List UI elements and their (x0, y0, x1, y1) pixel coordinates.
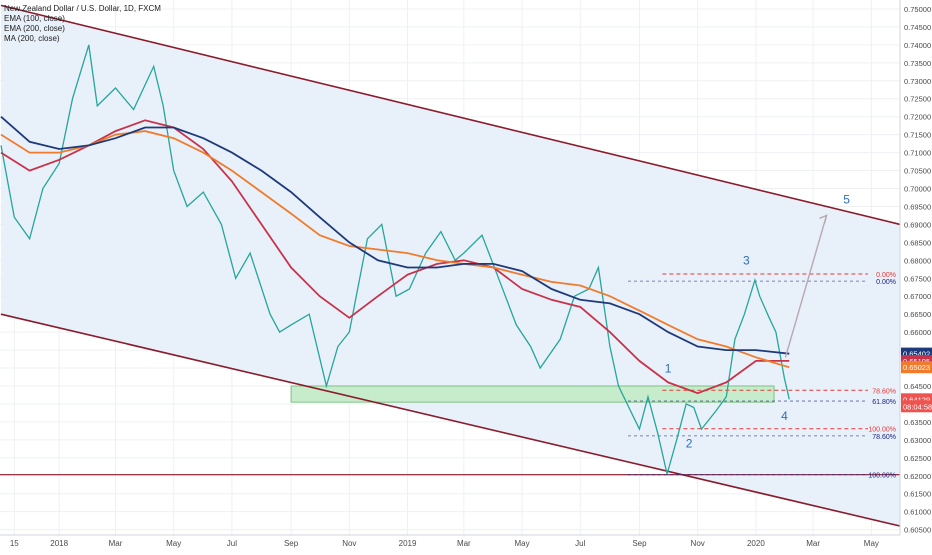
time-tick-label: Mar (806, 539, 820, 548)
time-tick-label: May (864, 539, 879, 548)
price-tick-label: 0.71000 (904, 149, 931, 158)
support-zone (290, 385, 775, 403)
fib-label: 61.80% (872, 399, 896, 406)
price-badge (901, 361, 932, 374)
fib-label: 0.00% (876, 279, 896, 286)
wave-label: 1 (665, 361, 672, 375)
series-line-price (0, 44, 790, 475)
price-badge (901, 400, 932, 413)
time-tick-label: 2018 (50, 539, 68, 548)
price-badge-label: 0.64129 (903, 395, 930, 404)
channel-upper-line (0, 4, 901, 226)
price-tick-label: 0.61000 (904, 508, 931, 517)
price-tick-label: 0.64500 (904, 382, 931, 391)
price-tick-label: 0.74500 (904, 23, 931, 32)
price-tick-label: 0.60500 (904, 526, 931, 535)
price-badge-label: 0.65023 (903, 363, 930, 372)
price-tick-label: 0.62500 (904, 454, 931, 463)
price-tick-label: 0.68500 (904, 238, 931, 247)
projection-arrowhead (819, 214, 828, 224)
series-line-ma-3 (0, 116, 790, 355)
chart-legend: New Zealand Dollar / U.S. Dollar, 1D, FX… (4, 4, 161, 44)
price-tick-label: 0.63000 (904, 436, 931, 445)
time-tick-label: Jul (227, 539, 237, 548)
fib-label: 78.60% (872, 388, 896, 395)
time-tick-label: 15 (10, 539, 19, 548)
price-tick-label: 0.70500 (904, 167, 931, 176)
price-tick-label: 0.69500 (904, 202, 931, 211)
fib-label: 78.60% (872, 434, 896, 441)
legend-ema100: EMA (100, close) (4, 14, 65, 23)
fib-label: 0.00% (876, 272, 896, 279)
time-tick-label: 2019 (399, 539, 417, 548)
price-tick-label: 0.75000 (904, 5, 931, 14)
channel-lower-line (0, 313, 901, 527)
price-badge-label: 08:04:58 (903, 402, 932, 411)
time-tick-label: Mar (109, 539, 123, 548)
price-tick-label: 0.71500 (904, 131, 931, 140)
price-tick-label: 0.73000 (904, 77, 931, 86)
price-tick-label: 0.67500 (904, 274, 931, 283)
price-tick-label: 0.73500 (904, 59, 931, 68)
series-line-ma-1 (0, 119, 790, 395)
wave-label: 3 (743, 254, 750, 268)
projection-arrow (784, 215, 828, 358)
time-tick-label: Jul (575, 539, 585, 548)
price-tick-label: 0.62000 (904, 472, 931, 481)
time-tick-label: Nov (691, 539, 705, 548)
price-tick-label: 0.61500 (904, 490, 931, 499)
time-tick-label: May (166, 539, 181, 548)
legend-ma200: MA (200, close) (4, 34, 60, 43)
legend-symbol: New Zealand Dollar / U.S. Dollar, 1D, FX… (4, 4, 161, 13)
legend-ema200: EMA (200, close) (4, 24, 65, 33)
time-tick-label: May (514, 539, 529, 548)
time-tick-label: Mar (457, 539, 471, 548)
price-tick-label: 0.63500 (904, 418, 931, 427)
wave-label: 2 (686, 437, 693, 451)
price-tick-label: 0.66000 (904, 328, 931, 337)
price-badge-label: 0.65402 (903, 350, 930, 359)
wave-label: 4 (781, 409, 788, 423)
price-tick-label: 0.68000 (904, 256, 931, 265)
time-tick-label: Nov (342, 539, 356, 548)
wave-label: 5 (843, 193, 850, 207)
time-tick-label: Sep (632, 539, 647, 548)
price-tick-label: 0.66500 (904, 310, 931, 319)
fib-label: 100.00% (868, 473, 896, 480)
price-tick-label: 0.74000 (904, 41, 931, 50)
time-tick-label: 2020 (747, 539, 765, 548)
price-tick-label: 0.69000 (904, 220, 931, 229)
price-axis-background (900, 0, 932, 550)
fib-label: 100.00% (868, 427, 896, 434)
price-tick-label: 0.67000 (904, 292, 931, 301)
time-tick-label: Sep (284, 539, 299, 548)
price-tick-label: 0.70000 (904, 185, 931, 194)
price-tick-label: 0.72000 (904, 113, 931, 122)
price-tick-label: 0.72500 (904, 95, 931, 104)
